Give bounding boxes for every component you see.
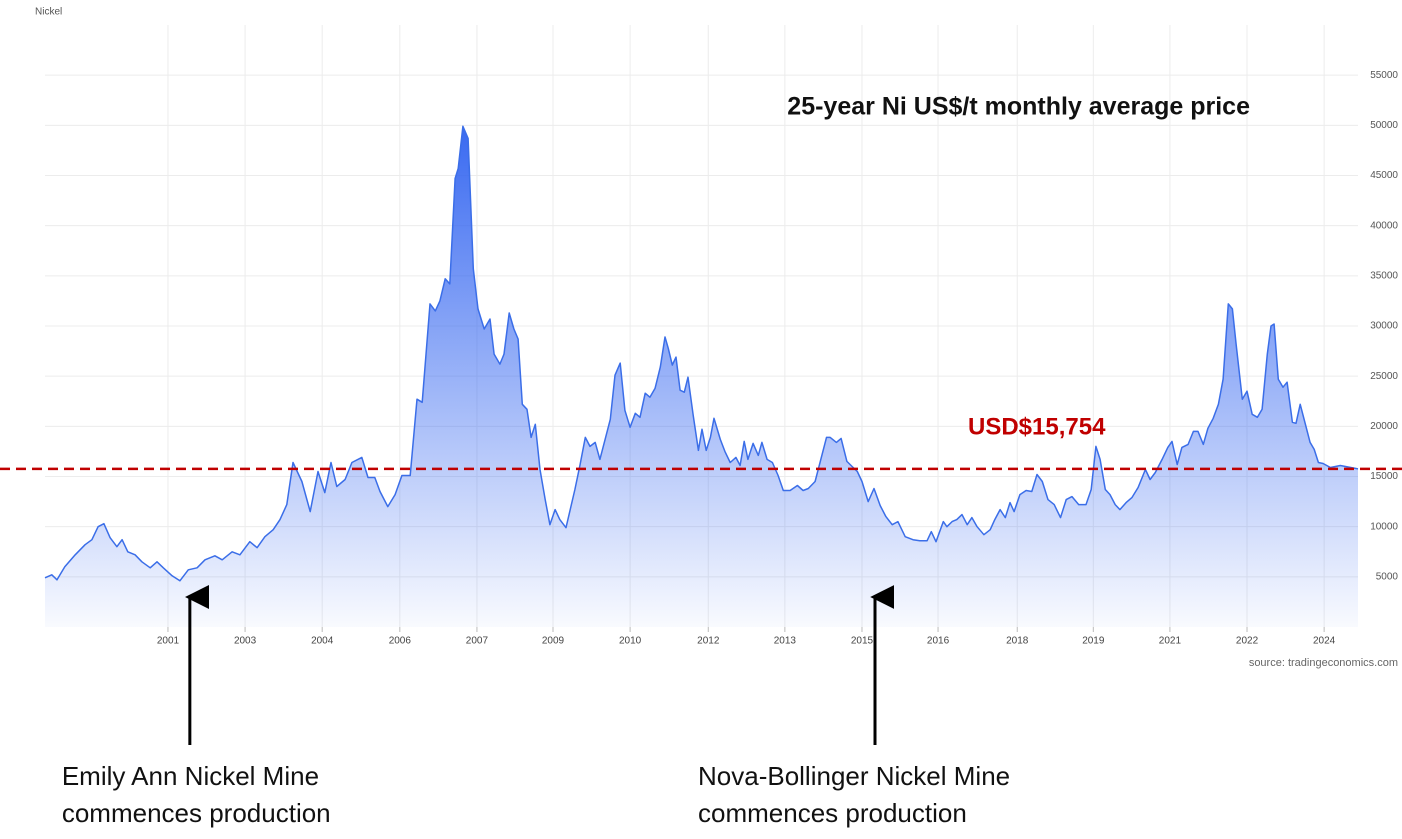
x-tick-label: 2022 bbox=[1236, 636, 1259, 647]
y-tick-label: 30000 bbox=[1370, 321, 1398, 332]
chart-title: 25-year Ni US$/t monthly average price bbox=[787, 93, 1250, 121]
labels: Nickel 25-year Ni US$/t monthly average … bbox=[35, 7, 1398, 828]
annotation-text: Emily Ann Nickel Mine bbox=[62, 761, 319, 791]
y-tick-label: 45000 bbox=[1370, 170, 1398, 181]
y-tick-label: 35000 bbox=[1370, 270, 1398, 281]
plot bbox=[0, 125, 1402, 628]
x-tick-label: 2019 bbox=[1082, 636, 1105, 647]
reference-label: USD$15,754 bbox=[968, 413, 1106, 440]
x-tick-label: 2004 bbox=[311, 636, 334, 647]
y-tick-label: 40000 bbox=[1370, 220, 1398, 231]
x-tick-label: 2021 bbox=[1159, 636, 1182, 647]
y-tick-label: 15000 bbox=[1370, 471, 1398, 482]
x-tick-label: 2010 bbox=[619, 636, 642, 647]
x-tick-label: 2013 bbox=[774, 636, 797, 647]
area bbox=[45, 126, 1358, 628]
y-tick-label: 20000 bbox=[1370, 421, 1398, 432]
x-tick-label: 2012 bbox=[697, 636, 720, 647]
x-tick-label: 2018 bbox=[1006, 636, 1029, 647]
source: source: tradingeconomics.com bbox=[1249, 657, 1398, 669]
x-tick-label: 2016 bbox=[927, 636, 950, 647]
line bbox=[44, 125, 1359, 582]
y-tick-label: 50000 bbox=[1370, 120, 1398, 131]
y-tick-label: 5000 bbox=[1376, 571, 1399, 582]
y-tick-label: 55000 bbox=[1370, 70, 1398, 81]
x-tick-label: 2009 bbox=[542, 636, 565, 647]
x-tick-label: 2003 bbox=[234, 636, 257, 647]
x-tick-label: 2006 bbox=[389, 636, 412, 647]
series-name: Nickel bbox=[35, 7, 62, 18]
y-tick-label: 10000 bbox=[1370, 521, 1398, 532]
annotation-text: commences production bbox=[698, 798, 967, 828]
annotation-text: Nova-Bollinger Nickel Mine bbox=[698, 761, 1010, 791]
x-tick-label: 2015 bbox=[851, 636, 874, 647]
x-tick-label: 2024 bbox=[1313, 636, 1336, 647]
x-tick-label: 2007 bbox=[466, 636, 489, 647]
annotation-text: commences production bbox=[62, 798, 331, 828]
y-tick-label: 25000 bbox=[1370, 371, 1398, 382]
x-tick-label: 2001 bbox=[157, 636, 180, 647]
